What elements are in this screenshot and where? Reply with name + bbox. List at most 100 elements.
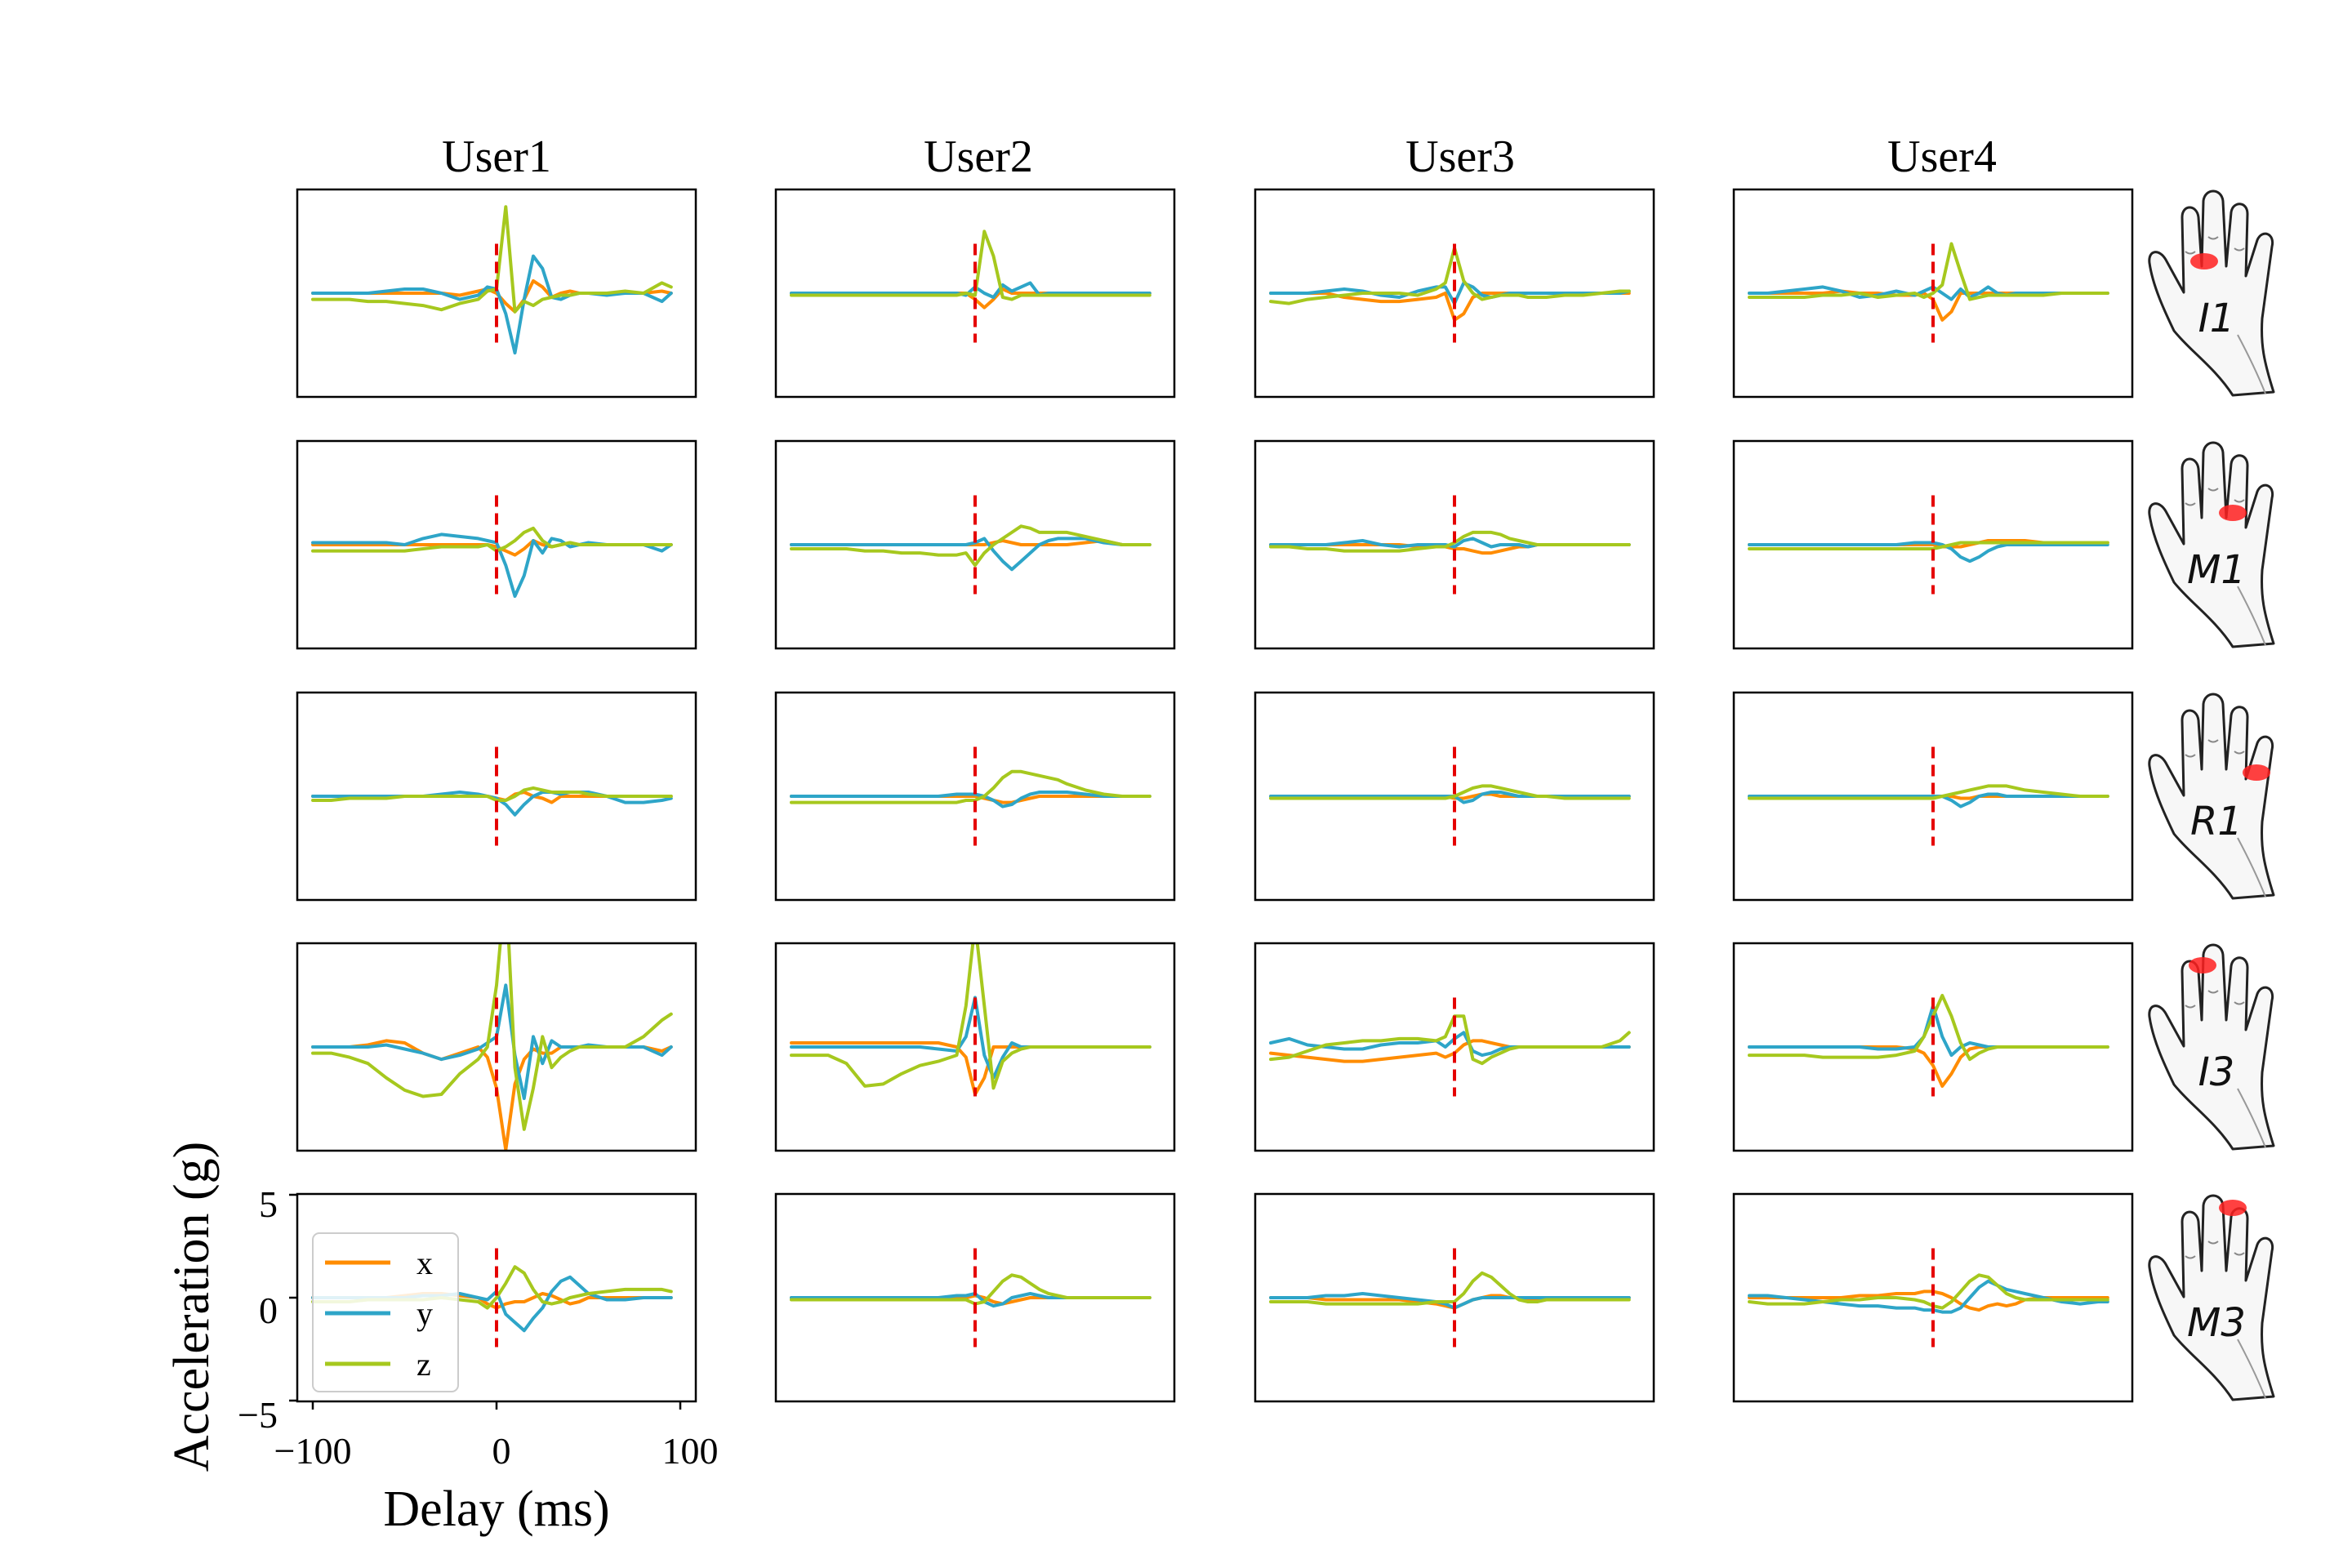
series-line-z (311, 943, 673, 1131)
panel-frame (774, 1192, 1176, 1403)
knuckle-crease (2185, 1004, 2196, 1009)
panel-plot-area (790, 495, 1152, 595)
legend-label-z: z (416, 1346, 431, 1383)
position-label-r1: R1 (2190, 799, 2243, 844)
panel-frame (774, 691, 1176, 902)
series-line-x (311, 1039, 673, 1151)
panel-user2-i1 (774, 188, 1176, 399)
series-line-z (1269, 530, 1631, 553)
hand-diagram-i1: I1 (2148, 189, 2275, 397)
series-line-z (790, 524, 1152, 568)
hand-diagrams: I1 M1 R1 I3 M3 (2148, 189, 2275, 1401)
panel-user3-m3 (1254, 1192, 1655, 1403)
knuckle-crease (2185, 754, 2196, 758)
series-line-y (790, 281, 1152, 299)
panel-frame (1254, 942, 1655, 1152)
panel-user4-m1 (1732, 439, 2134, 650)
series-line-y (790, 791, 1152, 808)
knuckle-crease (2207, 739, 2219, 743)
panel-user2-m1 (774, 439, 1176, 650)
panel-plot-area (1748, 495, 2109, 595)
panel-plot-area (311, 205, 673, 355)
sensor-marker (2189, 957, 2216, 973)
panel-plot-area (1269, 1248, 1631, 1348)
panel-frame (1254, 188, 1655, 399)
panel-user1-r1 (296, 691, 697, 902)
series-line-y (790, 537, 1152, 572)
series-line-z (1748, 1273, 2109, 1310)
user1-title: User1 (442, 131, 551, 182)
panel-user2-r1 (774, 691, 1176, 902)
series-line-y (311, 254, 673, 355)
hand-outline (2148, 1194, 2275, 1401)
panel-plot-area (790, 1248, 1152, 1348)
series-line-z (311, 526, 673, 553)
panel-plot-area (1748, 242, 2109, 343)
panel-user4-i3 (1732, 942, 2134, 1152)
knuckle-crease (2185, 1255, 2196, 1259)
panel-plot-area (790, 943, 1152, 1097)
panel-plot-area (311, 943, 673, 1151)
hand-outline (2148, 441, 2275, 648)
knuckle-crease (2207, 990, 2219, 994)
panel-frame (1254, 1192, 1655, 1403)
series-line-y (1269, 281, 1631, 305)
panel-plot-area (790, 746, 1152, 846)
series-line-z (790, 769, 1152, 804)
x-axis-label: Delay (ms) (383, 1481, 609, 1537)
sensor-marker (2219, 505, 2247, 521)
y-axis-label: Acceleration (g) (164, 1142, 220, 1472)
series-line-z (790, 943, 1152, 1090)
hand-outline (2148, 189, 2275, 397)
series-line-y (311, 983, 673, 1100)
panel-user2-i3 (774, 942, 1176, 1152)
knuckle-crease (2207, 488, 2219, 492)
series-line-x (311, 278, 673, 314)
sensor-marker (2243, 764, 2270, 781)
series-line-z (1748, 994, 2109, 1062)
series-line-z (1269, 784, 1631, 800)
x-tick-label-0: 0 (492, 1430, 511, 1472)
hand-diagram-m1: M1 (2148, 441, 2275, 648)
series-line-z (1269, 1014, 1631, 1066)
panel-frame (1732, 942, 2134, 1152)
series-line-x (1748, 1045, 2109, 1088)
series-line-y (1748, 541, 2109, 564)
panel-plot-area (1748, 994, 2109, 1097)
panel-plot-area (1269, 243, 1631, 343)
hand-shading (2237, 1088, 2266, 1148)
panel-user2-m3 (774, 1192, 1176, 1403)
panel-frame (1732, 439, 2134, 650)
knuckle-crease (2207, 1241, 2219, 1245)
panel-frame (774, 439, 1176, 650)
series-line-z (1269, 246, 1631, 305)
panel-plot-area (1269, 997, 1631, 1097)
panel-user3-i3 (1254, 942, 1655, 1152)
hand-outline (2148, 943, 2275, 1151)
position-label-m1: M1 (2187, 547, 2246, 593)
series-line-z (1269, 1271, 1631, 1306)
knuckle-crease (2207, 236, 2219, 240)
position-label-i1: I1 (2198, 296, 2235, 341)
panel-frame (296, 439, 697, 650)
panel-user4-m3 (1732, 1192, 2134, 1403)
hand-shading (2237, 837, 2266, 898)
panel-plot-area (1748, 746, 2109, 846)
series-line-z (1748, 784, 2109, 800)
series-line-z (1748, 541, 2109, 550)
hand-shading (2237, 334, 2266, 394)
knuckle-crease (2234, 1001, 2245, 1005)
panel-frame (1254, 439, 1655, 650)
legend-label-y: y (416, 1295, 433, 1332)
series-line-y (1748, 285, 2109, 301)
user4-title: User4 (1887, 131, 1997, 182)
series-line-y (790, 996, 1152, 1080)
hand-shading (2237, 586, 2266, 646)
hand-diagram-i3: I3 (2148, 943, 2275, 1151)
panel-plot-area (311, 495, 673, 598)
panel-user4-i1 (1732, 188, 2134, 399)
sensor-marker (2190, 253, 2218, 270)
legend-label-x: x (416, 1245, 433, 1281)
panel-plot-area (1269, 495, 1631, 595)
